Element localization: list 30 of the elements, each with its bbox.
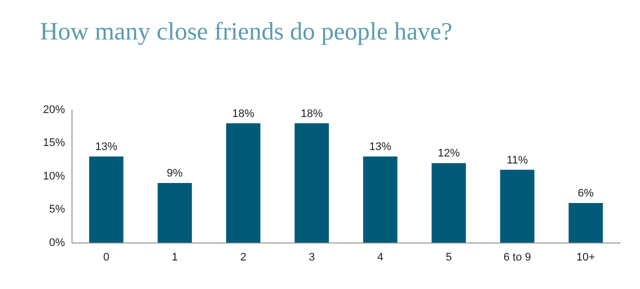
x-tick-label: 1 [172,251,178,264]
x-tick-label: 5 [446,251,452,264]
x-tick-label: 0 [103,251,110,264]
x-tick-label: 3 [308,251,315,264]
data-label: 18% [232,108,254,120]
data-label: 13% [369,141,392,154]
y-tick-label: 5% [49,204,66,216]
bar [226,123,260,243]
y-tick-label: 15% [42,137,66,150]
data-label: 11% [506,154,528,166]
bar [363,156,398,243]
bar [500,170,534,243]
data-label: 12% [438,148,460,160]
bar [432,163,466,243]
bar [294,123,329,243]
x-tick-label: 10+ [576,251,596,264]
data-label: 6% [578,187,594,200]
x-tick-label: 4 [377,251,384,264]
bar [158,183,192,243]
y-tick-label: 10% [42,170,66,182]
bar [568,202,603,243]
data-label: 18% [300,108,323,120]
data-label: 9% [166,168,183,180]
y-tick-label: 0% [49,236,66,249]
x-tick-label: 2 [240,251,246,264]
bar [89,156,124,243]
chart-title: How many close friends do people have? [40,18,452,46]
x-tick-label: 6 to 9 [503,251,532,264]
data-label: 13% [95,141,118,154]
y-tick-label: 20% [42,104,66,116]
